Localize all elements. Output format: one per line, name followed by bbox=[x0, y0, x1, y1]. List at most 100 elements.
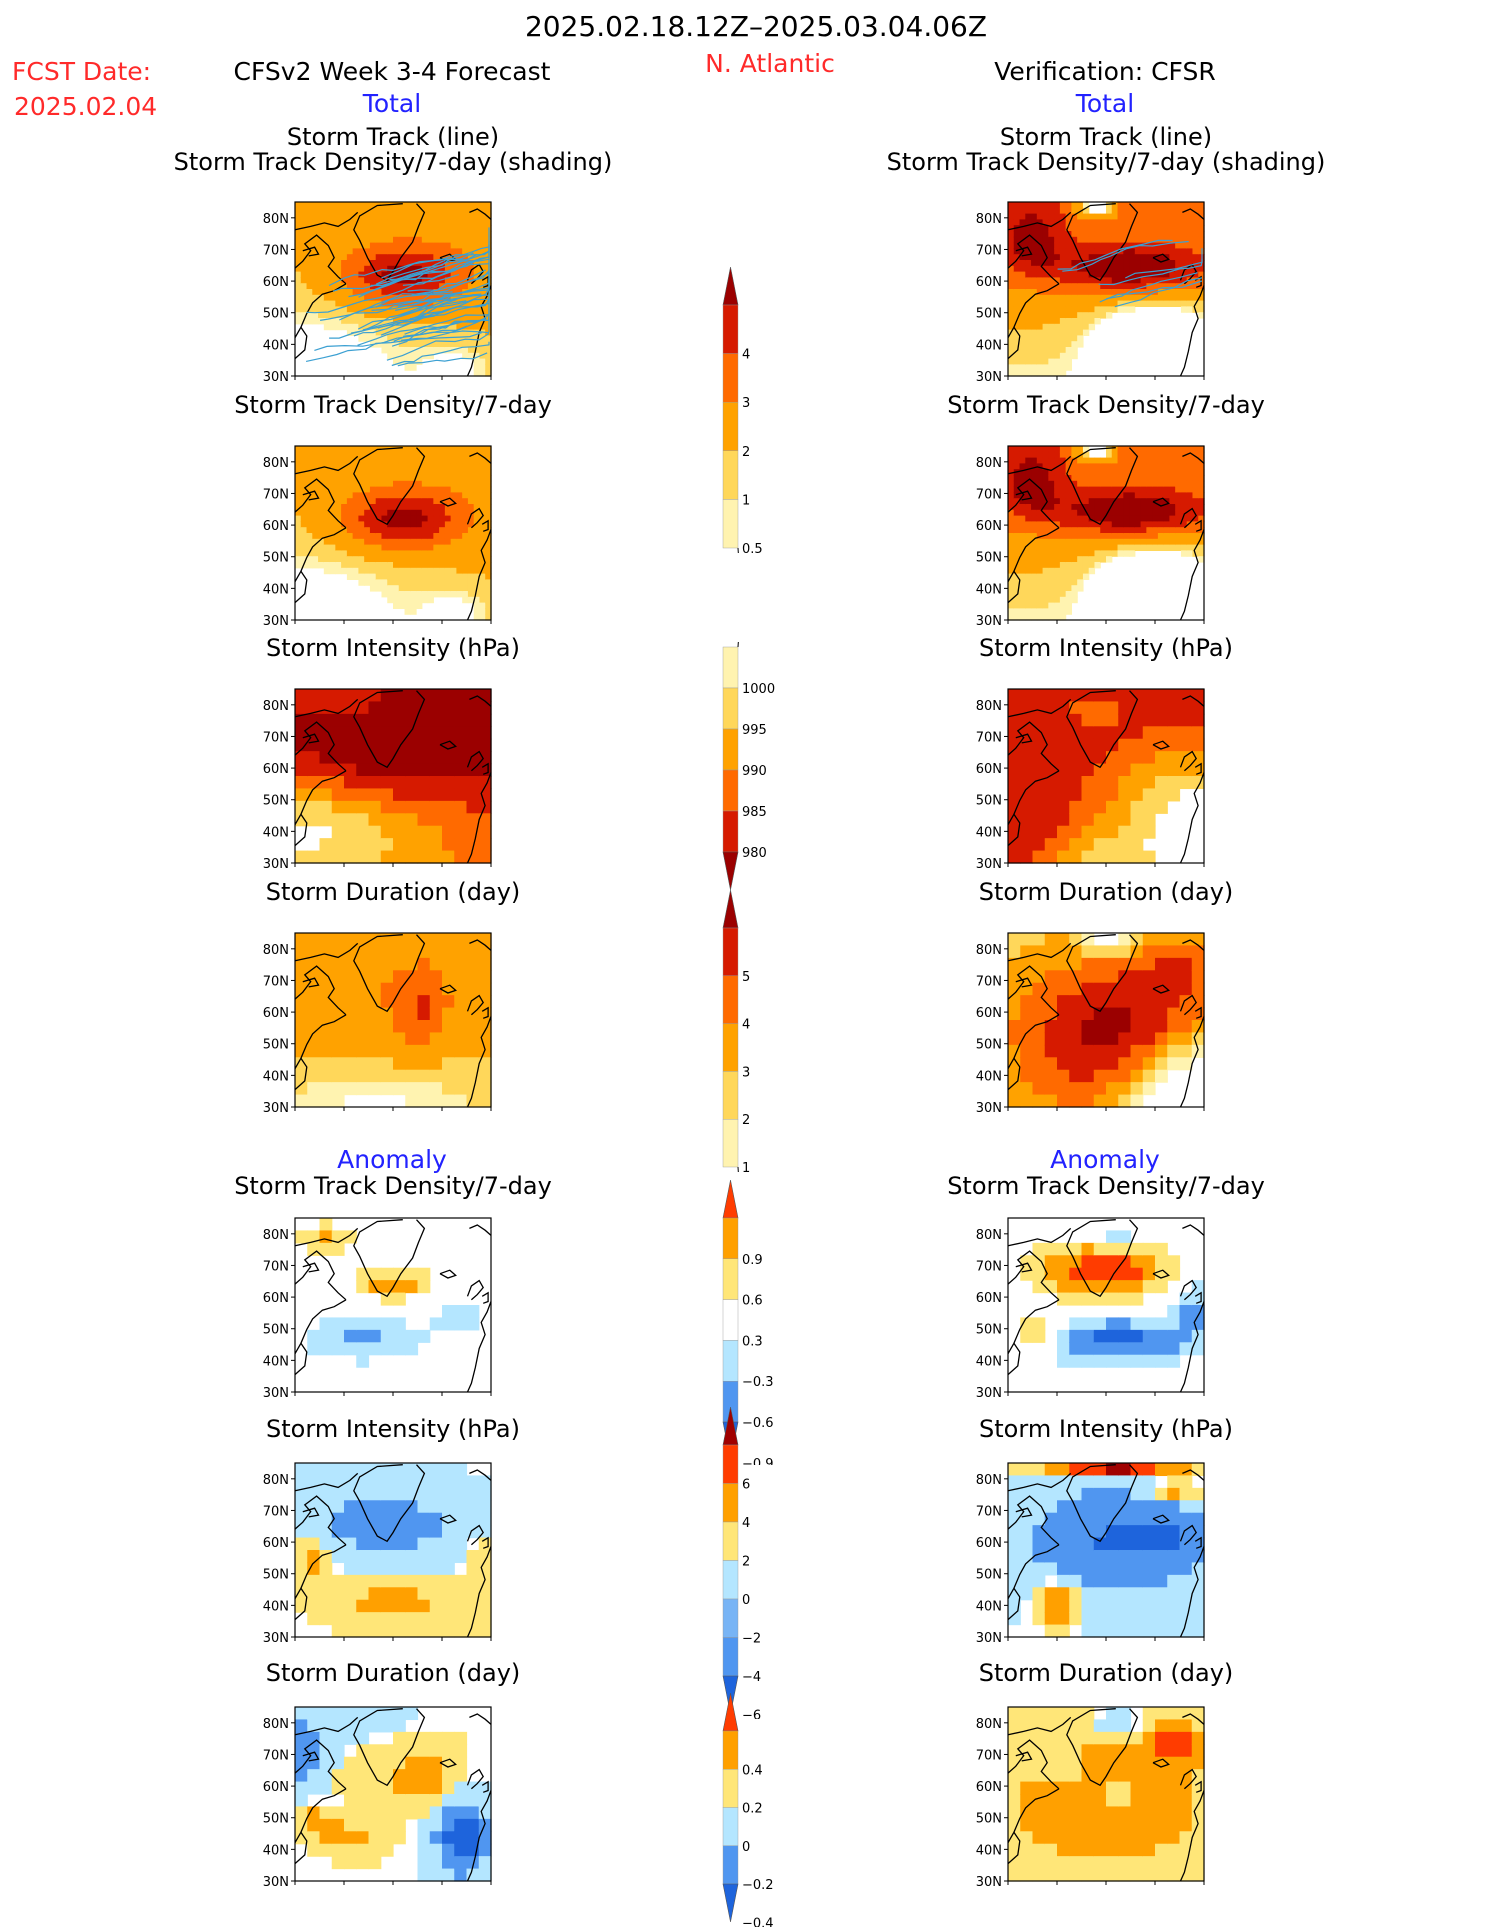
lon-tick-label: 0 bbox=[487, 870, 495, 871]
lat-tick-label: 70N bbox=[976, 974, 1002, 989]
lat-tick-label: 70N bbox=[263, 243, 289, 258]
lat-tick-label: 70N bbox=[976, 1259, 1002, 1274]
lat-tick-label: 30N bbox=[263, 1101, 289, 1115]
model-title: CFSv2 Week 3-4 Forecast bbox=[234, 57, 551, 86]
lat-tick-label: 60N bbox=[976, 1780, 1002, 1795]
map-panel: 80N70N60N50N40N30N80W60W40W20W0 bbox=[952, 1210, 1217, 1400]
lat-tick-label: 80N bbox=[263, 456, 289, 471]
lon-tick-label: 80W bbox=[993, 1888, 1023, 1889]
lon-tick-label: 20W bbox=[1140, 870, 1170, 871]
lat-tick-label: 40N bbox=[263, 338, 289, 353]
lat-tick-label: 30N bbox=[263, 614, 289, 628]
panel-title: Storm Duration (day) bbox=[979, 878, 1234, 906]
lon-tick-label: 20W bbox=[1140, 1114, 1170, 1115]
lon-tick-label: 20W bbox=[1140, 627, 1170, 628]
lat-tick-label: 30N bbox=[263, 1631, 289, 1645]
colorbar-label: 0 bbox=[742, 1593, 750, 1608]
lat-tick-label: 30N bbox=[976, 614, 1002, 628]
lat-tick-label: 30N bbox=[976, 1386, 1002, 1400]
colorbar-label: 0.4 bbox=[742, 1763, 763, 1778]
left-anomaly-label: Anomaly bbox=[337, 1145, 447, 1174]
lat-tick-label: 80N bbox=[976, 1717, 1002, 1732]
colorbar-label: 2 bbox=[742, 445, 750, 460]
lon-tick-label: 40W bbox=[378, 1399, 408, 1400]
lon-tick-label: 60W bbox=[1042, 1114, 1072, 1115]
lat-tick-label: 30N bbox=[976, 370, 1002, 384]
lat-tick-label: 50N bbox=[263, 794, 289, 809]
map-panel: 80N70N60N50N40N30N80W60W40W20W0 bbox=[952, 1455, 1217, 1645]
panel-title: Storm Intensity (hPa) bbox=[979, 634, 1233, 662]
lat-tick-label: 40N bbox=[263, 582, 289, 597]
lon-tick-label: 60W bbox=[329, 383, 359, 384]
lon-tick-label: 20W bbox=[427, 627, 457, 628]
lat-tick-label: 80N bbox=[976, 212, 1002, 227]
map-panel: 80N70N60N50N40N30N80W60W40W20W0 bbox=[239, 1699, 504, 1889]
lat-tick-label: 60N bbox=[976, 762, 1002, 777]
lat-tick-label: 70N bbox=[976, 730, 1002, 745]
panel-title: Storm Intensity (hPa) bbox=[979, 1415, 1233, 1443]
lat-tick-label: 50N bbox=[976, 551, 1002, 566]
lon-tick-label: 80W bbox=[280, 1888, 310, 1889]
lat-tick-label: 70N bbox=[263, 974, 289, 989]
lat-tick-label: 50N bbox=[976, 307, 1002, 322]
lon-tick-label: 40W bbox=[1091, 627, 1121, 628]
lon-tick-label: 0 bbox=[1200, 383, 1208, 384]
lon-tick-label: 20W bbox=[427, 870, 457, 871]
lon-tick-label: 40W bbox=[378, 1114, 408, 1115]
panel-title: Storm Duration (day) bbox=[266, 1659, 521, 1687]
lat-tick-label: 60N bbox=[263, 1780, 289, 1795]
region-title: N. Atlantic bbox=[705, 49, 835, 78]
lat-tick-label: 60N bbox=[976, 275, 1002, 290]
lat-tick-label: 50N bbox=[976, 1323, 1002, 1338]
lon-tick-label: 80W bbox=[993, 627, 1023, 628]
lat-tick-label: 80N bbox=[263, 212, 289, 227]
lon-tick-label: 0 bbox=[487, 627, 495, 628]
right-anomaly-label: Anomaly bbox=[1050, 1145, 1160, 1174]
lon-tick-label: 0 bbox=[1200, 1888, 1208, 1889]
colorbar-label: 0.3 bbox=[742, 1334, 763, 1349]
colorbar-label: 1 bbox=[742, 493, 750, 508]
lat-tick-label: 40N bbox=[263, 1843, 289, 1858]
lat-tick-label: 50N bbox=[263, 551, 289, 566]
lon-tick-label: 40W bbox=[1091, 1399, 1121, 1400]
lat-tick-label: 60N bbox=[263, 275, 289, 290]
panel-title: Storm Track Density/7-day bbox=[234, 1172, 552, 1200]
lon-tick-label: 0 bbox=[487, 383, 495, 384]
lon-tick-label: 80W bbox=[993, 1114, 1023, 1115]
lon-tick-label: 40W bbox=[378, 1644, 408, 1645]
lon-tick-label: 0 bbox=[1200, 1114, 1208, 1115]
lon-tick-label: 60W bbox=[1042, 1888, 1072, 1889]
lon-tick-label: 20W bbox=[1140, 1399, 1170, 1400]
colorbar-label: 1000 bbox=[742, 682, 775, 697]
colorbar-label: 995 bbox=[742, 723, 767, 738]
lon-tick-label: 0 bbox=[487, 1888, 495, 1889]
map-panel: 80N70N60N50N40N30N80W60W40W20W0 bbox=[239, 1455, 504, 1645]
lon-tick-label: 80W bbox=[280, 870, 310, 871]
colorbar-label: 1 bbox=[742, 1161, 750, 1172]
colorbar-label: 3 bbox=[742, 1065, 750, 1080]
lat-tick-label: 30N bbox=[263, 370, 289, 384]
lon-tick-label: 60W bbox=[1042, 870, 1072, 871]
left-total-label: Total bbox=[363, 89, 421, 118]
colorbar-label: 4 bbox=[742, 1018, 750, 1033]
lon-tick-label: 20W bbox=[1140, 1644, 1170, 1645]
lat-tick-label: 50N bbox=[976, 794, 1002, 809]
lon-tick-label: 80W bbox=[280, 383, 310, 384]
colorbar-label: −2 bbox=[742, 1632, 761, 1647]
lon-tick-label: 60W bbox=[329, 1888, 359, 1889]
lat-tick-label: 70N bbox=[976, 243, 1002, 258]
lat-tick-label: 50N bbox=[263, 1568, 289, 1583]
lat-tick-label: 60N bbox=[263, 762, 289, 777]
lon-tick-label: 20W bbox=[427, 1399, 457, 1400]
lat-tick-label: 30N bbox=[263, 1875, 289, 1889]
colorbar-label: −0.3 bbox=[742, 1375, 774, 1390]
lon-tick-label: 20W bbox=[427, 1888, 457, 1889]
colorbar-label: 5 bbox=[742, 970, 750, 985]
lat-tick-label: 30N bbox=[976, 1101, 1002, 1115]
lon-tick-label: 80W bbox=[993, 1644, 1023, 1645]
panel-title: Storm Intensity (hPa) bbox=[266, 1415, 520, 1443]
colorbar-label: −4 bbox=[742, 1670, 761, 1685]
lon-tick-label: 80W bbox=[280, 1399, 310, 1400]
lat-tick-label: 80N bbox=[976, 456, 1002, 471]
